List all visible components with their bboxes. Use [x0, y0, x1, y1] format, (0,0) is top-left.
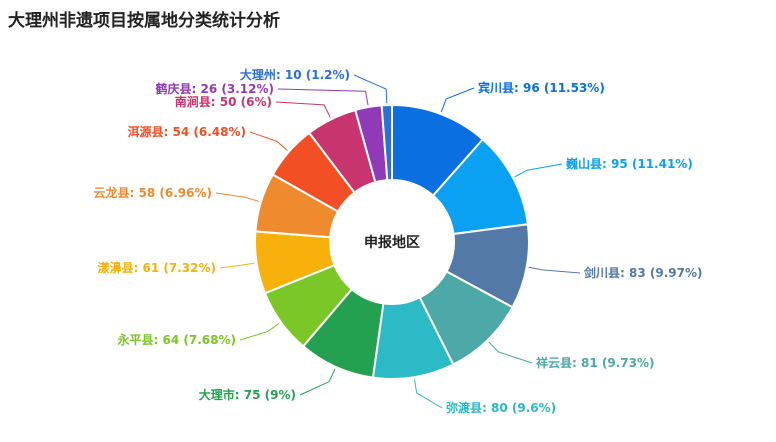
slice-label-1: 宾川县: 96 (11.53%)	[478, 80, 605, 95]
slice-label-8: 漾濞县: 61 (7.32%)	[98, 260, 216, 275]
slice-label-7: 永平县: 64 (7.68%)	[117, 332, 236, 347]
leader-line-8	[219, 262, 255, 269]
leader-line-4	[488, 341, 533, 364]
leader-line-1	[440, 87, 475, 113]
leader-line-6	[299, 368, 336, 396]
slice-label-11: 南涧县: 50 (6%)	[175, 94, 272, 109]
slice-13[interactable]	[380, 103, 393, 182]
slice-label-10: 洱源县: 54 (6.48%)	[128, 124, 246, 139]
leader-line-2	[514, 163, 563, 178]
leader-line-11	[275, 101, 331, 118]
leader-line-7	[239, 322, 280, 341]
slice-label-5: 弥渡县: 80 (9.6%)	[446, 400, 556, 415]
center-label: 申报地区	[364, 234, 420, 251]
slice-label-3: 剑川县: 83 (9.97%)	[583, 265, 702, 280]
slice-label-9: 云龙县: 58 (6.96%)	[94, 185, 212, 200]
leader-line-5	[413, 379, 443, 409]
slice-label-6: 大理市: 75 (9%)	[199, 387, 296, 402]
slice-label-13: 大理州: 10 (1.2%)	[240, 67, 350, 82]
leader-line-13	[353, 74, 388, 104]
leader-line-10	[249, 131, 288, 151]
slice-label-2: 巍山县: 95 (11.41%)	[566, 156, 693, 171]
leader-line-3	[528, 266, 581, 274]
slice-label-12: 鹤庆县: 26 (3.12%)	[156, 81, 274, 96]
leader-line-12	[277, 88, 369, 106]
chart-title: 大理州非遗项目按属地分类统计分析	[8, 11, 280, 31]
slice-label-4: 祥云县: 81 (9.73%)	[536, 355, 654, 370]
leader-line-9	[215, 192, 260, 202]
